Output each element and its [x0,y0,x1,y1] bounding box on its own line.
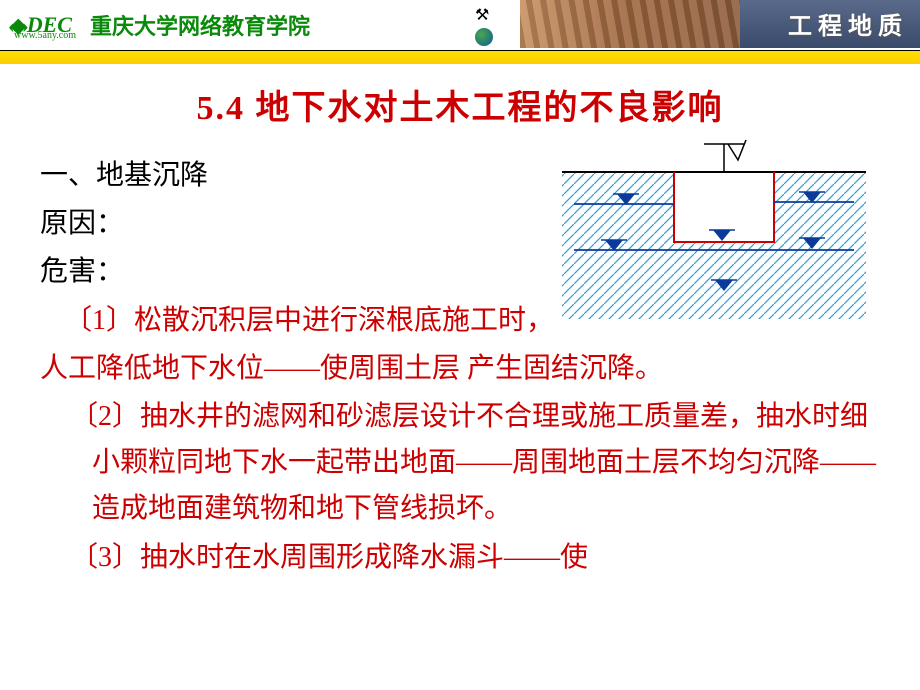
item-3: 〔3〕抽水时在水周围形成降水漏斗——使 [40,535,880,581]
foundation-diagram [554,134,874,324]
logo-url: www.5any.com [14,30,76,41]
logo-block: ‹◆› DEC www.5any.com [0,12,72,38]
slide-body: 5.4 地下水对土木工程的不良影响 一、地基沉降 原因： 危害： 〔1〕松散沉积… [0,64,920,581]
slide-title: 5.4 地下水对土木工程的不良影响 [40,80,880,129]
school-name: 重庆大学网络教育学院 [90,9,310,41]
item-2: 〔2〕抽水井的滤网和砂滤层设计不合理或施工质量差，抽水时细小颗粒同地下水一起带出… [40,394,880,533]
slide-header: ‹◆› DEC www.5any.com 重庆大学网络教育学院 ⚒ 工程地质 [0,0,920,50]
course-title: 工程地质 [788,6,908,41]
globe-icon [475,28,493,46]
hammer-icon: ⚒ [475,5,489,25]
item-1-line2: 人工降低地下水位——使周围土层 产生固结沉降。 [40,346,880,392]
accent-bar [0,50,920,64]
